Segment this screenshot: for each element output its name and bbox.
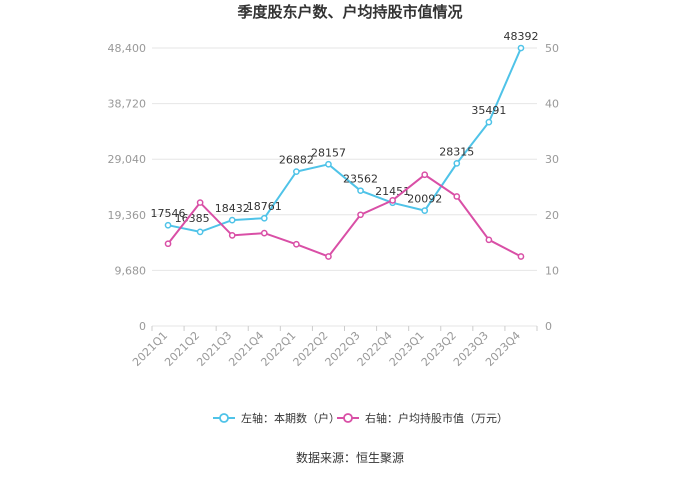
left-axis-ticks: 0 9,680 19,360 29,040 38,720 48,400 xyxy=(108,42,147,333)
series-layer: 1754616385184321876126882281572356221451… xyxy=(151,30,538,260)
right-tick-label: 40 xyxy=(545,98,559,111)
x-tick-label: 2023Q4 xyxy=(483,329,523,369)
data-label: 18761 xyxy=(247,200,282,213)
data-label: 23562 xyxy=(343,173,378,186)
legend-label-0: 左轴：本期数（户） xyxy=(241,411,340,425)
data-label: 48392 xyxy=(503,30,538,43)
data-label: 16385 xyxy=(175,212,210,225)
series-point-0 xyxy=(357,187,364,195)
right-tick-label: 50 xyxy=(545,42,559,55)
series-point-1 xyxy=(325,253,332,260)
series-point-1 xyxy=(228,232,236,239)
series-point-0 xyxy=(196,228,204,236)
left-tick-label: 9,680 xyxy=(115,264,147,277)
right-tick-label: 30 xyxy=(545,153,559,166)
left-tick-label: 38,720 xyxy=(108,98,147,111)
data-label: 28157 xyxy=(311,146,346,159)
series-point-1 xyxy=(517,253,525,260)
series-point-1 xyxy=(293,240,300,248)
data-label: 26882 xyxy=(279,154,314,167)
series-point-1 xyxy=(453,193,461,200)
chart-title: 季度股东户数、户均持股市值情况 xyxy=(237,3,462,21)
left-tick-label: 19,360 xyxy=(108,209,147,222)
series-point-1 xyxy=(485,236,493,244)
left-tick-label: 0 xyxy=(139,320,146,333)
series-point-0 xyxy=(325,160,332,168)
series-point-0 xyxy=(421,207,429,214)
series-point-1 xyxy=(421,171,429,179)
right-tick-label: 0 xyxy=(545,320,552,333)
series-line-1 xyxy=(167,173,522,258)
left-tick-label: 29,040 xyxy=(108,153,147,166)
series-point-0 xyxy=(517,44,525,52)
x-axis-ticks: 2021Q12021Q22021Q32021Q42022Q12022Q22022… xyxy=(130,326,538,369)
series-point-1 xyxy=(389,196,396,204)
data-label: 28315 xyxy=(439,145,474,158)
series-point-1 xyxy=(196,199,204,206)
series-point-1 xyxy=(164,240,172,248)
data-label: 17546 xyxy=(151,207,186,220)
legend: 左轴：本期数（户） 右轴：户均持股市值（万元） xyxy=(213,411,508,425)
series-point-0 xyxy=(164,221,172,229)
series-point-1 xyxy=(357,211,364,219)
data-label: 20092 xyxy=(407,193,442,206)
data-label: 18432 xyxy=(215,202,250,215)
right-tick-label: 10 xyxy=(545,264,559,277)
series-point-0 xyxy=(260,214,268,222)
source-text: 数据来源：恒生聚源 xyxy=(296,450,404,465)
data-label: 35491 xyxy=(471,104,506,117)
series-point-1 xyxy=(260,229,268,237)
legend-marker-1 xyxy=(343,413,353,423)
right-axis-ticks: 0 10 20 30 40 50 xyxy=(545,42,559,333)
series-point-0 xyxy=(293,168,300,175)
series-line-0 xyxy=(167,47,522,233)
series-point-0 xyxy=(228,216,236,224)
grid-lines xyxy=(152,47,537,327)
left-tick-label: 48,400 xyxy=(108,42,147,55)
series-point-0 xyxy=(485,118,493,126)
legend-marker-0 xyxy=(219,413,229,423)
series-point-0 xyxy=(453,160,461,167)
right-tick-label: 20 xyxy=(545,209,559,222)
legend-label-1: 右轴：户均持股市值（万元） xyxy=(365,411,508,425)
